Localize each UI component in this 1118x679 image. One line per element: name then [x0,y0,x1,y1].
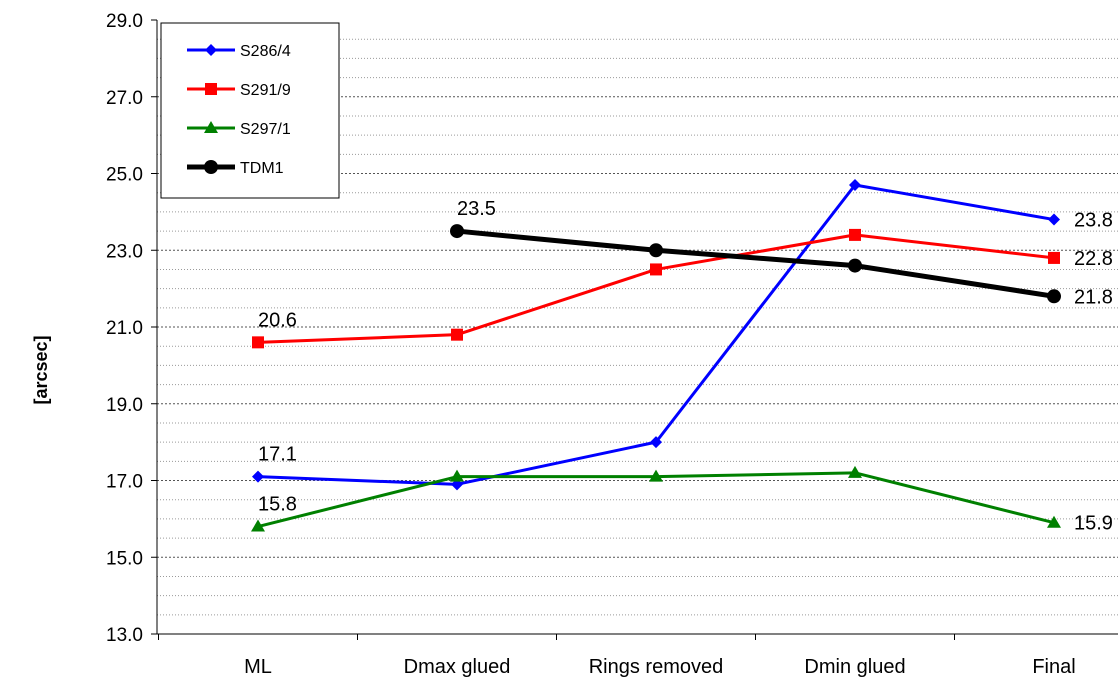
x-tick-label: ML [244,656,272,678]
data-label: 23.8 [1074,210,1113,232]
series-s291-9 [252,228,1060,349]
y-tick-label: 27.0 [106,88,143,109]
series-s286-4 [252,179,1060,491]
legend-item: S286/4 [187,43,291,60]
data-point [1047,289,1061,304]
data-point [649,243,663,258]
legend-label: S297/1 [240,121,291,138]
legend-item: S297/1 [187,121,291,138]
data-point [450,469,464,482]
data-point [1047,515,1061,528]
data-point [1048,213,1060,226]
axis-layer: 13.0 15.0 17.0 19.0 21.0 23.0 25.0 27.0 29.0 ML Dm… [106,11,1118,678]
legend-item: TDM1 [187,160,284,177]
data-label: 15.8 [258,494,297,516]
y-tick-label: 17.0 [106,472,143,493]
data-point [451,328,463,341]
y-tick-label: 23.0 [106,241,143,262]
data-point [450,224,464,239]
data-point [1048,251,1060,264]
x-tick-label: Dmax glued [404,656,511,678]
x-tick-label: Dmin glued [804,656,905,678]
series-tdm1 [450,224,1061,304]
data-point [848,258,862,273]
y-tick-label: 13.0 [106,625,143,646]
data-point [252,336,264,349]
data-point [649,469,663,482]
data-point [849,228,861,241]
data-point [252,470,264,483]
y-tick-label: 29.0 [106,11,143,32]
y-axis-label: [arcsec] [31,335,51,404]
data-point [650,436,662,449]
y-tick-label: 25.0 [106,165,143,186]
y-tick-label: 21.0 [106,318,143,339]
series-s297-1 [251,465,1061,532]
x-tick-label: Rings removed [589,656,724,678]
legend-label: TDM1 [240,160,284,177]
x-tick-label: Final [1032,656,1075,678]
legend-marker [204,121,218,133]
legend-label: S286/4 [240,43,291,60]
legend-marker [205,83,217,95]
data-point [650,263,662,276]
legend-label: S291/9 [240,82,291,99]
legend-item: S291/9 [187,82,291,99]
data-point [849,179,861,192]
series-layer [251,179,1061,532]
legend: S286/4 S291/9 S297/1 TDM1 [160,22,340,199]
data-label: 17.1 [258,444,297,466]
series-line [456,228,1055,299]
data-label: 20.6 [258,309,297,331]
data-point [848,465,862,478]
legend-marker [205,44,217,56]
data-label: 23.5 [457,198,496,220]
legend-marker [204,160,218,174]
data-point [251,519,265,532]
data-label: 21.8 [1074,286,1113,308]
data-label: 15.9 [1074,513,1113,535]
data-label-layer: 17.1 23.8 20.6 22.8 15.8 15.9 23.5 21.8 [258,198,1113,535]
y-tick-label: 15.0 [106,548,143,569]
data-label: 22.8 [1074,248,1113,270]
y-tick-label: 19.0 [106,395,143,416]
